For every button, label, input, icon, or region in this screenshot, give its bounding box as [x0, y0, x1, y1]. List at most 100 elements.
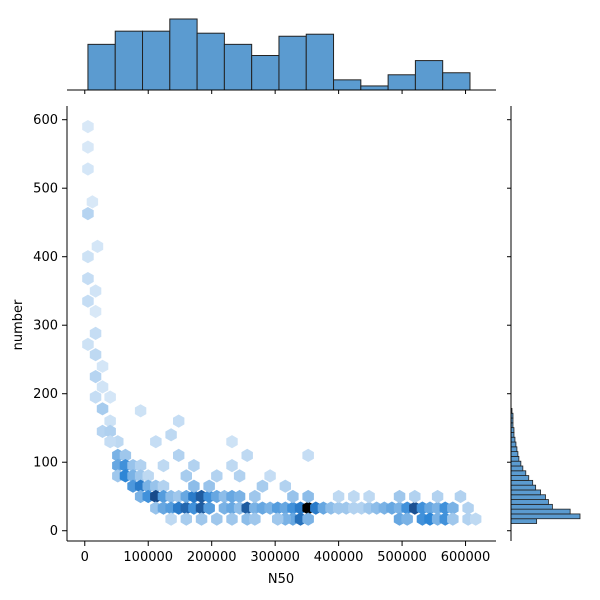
hexbin: [332, 489, 345, 504]
top-hist-bar: [251, 55, 280, 91]
hexbin: [249, 489, 261, 504]
hexbin: [173, 448, 185, 462]
hexbin: [279, 479, 291, 493]
hexbin: [89, 304, 102, 319]
hexbin: [165, 512, 177, 526]
hexbin: [180, 512, 192, 526]
top-histogram: [67, 18, 496, 94]
right-histogram: [507, 106, 581, 541]
hexbin: [119, 448, 132, 462]
hexbin: [348, 489, 360, 504]
right-hist-bar: [510, 508, 571, 515]
hexbin: [82, 140, 94, 154]
top-hist-bar: [223, 43, 253, 91]
hexbin: [363, 489, 375, 504]
right-hist-bar: [510, 441, 517, 448]
hexbin: [89, 348, 102, 362]
hexbin: [173, 414, 185, 428]
hexbin: [96, 402, 109, 416]
right-hist-bar: [510, 470, 527, 476]
right-hist-bar: [510, 475, 530, 481]
hexbin: [233, 469, 246, 483]
hexbin: [82, 162, 94, 176]
hexbin: [104, 414, 116, 428]
hexbin: [249, 512, 261, 526]
right-hist-bar: [510, 499, 549, 505]
hexbin: [157, 459, 170, 473]
hexbin: [302, 448, 314, 462]
top-hist-bar: [169, 18, 198, 91]
right-hist-bar: [510, 460, 522, 467]
right-hist-bar: [510, 513, 581, 520]
hexbin: [302, 512, 314, 526]
top-hist-bar: [442, 72, 471, 91]
y-tick-label: 100: [33, 456, 58, 471]
top-hist-bar: [114, 30, 144, 91]
hexbin: [89, 326, 102, 340]
y-tick-label: 400: [33, 250, 58, 265]
hexbin: [447, 512, 459, 526]
hexbin: [96, 359, 109, 373]
hexbin: [211, 469, 223, 483]
hexbin: [89, 370, 102, 384]
hexbin: [188, 479, 200, 493]
hexbin: [134, 404, 147, 418]
right-hist-bar: [510, 465, 524, 472]
hexbin: [454, 489, 467, 504]
hexbin: [142, 469, 154, 483]
hexbin: [82, 337, 94, 351]
hexbin: [256, 479, 269, 493]
hexbin: [89, 390, 102, 404]
hexbin: [157, 479, 170, 493]
right-hist-bar: [510, 484, 537, 491]
hexbin: [226, 512, 238, 526]
right-hist-bar: [510, 489, 541, 496]
y-tick-label: 200: [33, 387, 58, 402]
x-tick-label: 500000: [377, 550, 427, 565]
hexbin: [302, 489, 314, 504]
x-tick-label: 200000: [187, 550, 237, 565]
right-hist-bar: [510, 451, 519, 457]
hexbin: [264, 469, 276, 483]
y-axis-label: number: [11, 299, 26, 350]
hexbin-plot: [82, 120, 482, 526]
hexbin: [134, 459, 147, 473]
x-tick-label: 600000: [441, 550, 491, 565]
hexbin: [82, 294, 94, 308]
y-tick-label: 600: [33, 113, 58, 128]
x-tick-label: 400000: [314, 550, 364, 565]
x-tick-label: 100000: [123, 550, 173, 565]
hexbin: [82, 120, 94, 134]
right-hist-bar: [510, 455, 520, 462]
hexbin: [104, 435, 116, 449]
top-hist-bar: [305, 33, 335, 91]
top-hist-bar: [142, 30, 171, 91]
hexbin: [401, 512, 413, 526]
hexbin: [393, 489, 406, 504]
hexbin: [272, 512, 284, 526]
hexbin: [233, 489, 246, 504]
hexbin: [409, 489, 421, 504]
top-hist-bar: [333, 79, 362, 91]
hexbin: [203, 479, 215, 493]
y-tick-label: 300: [33, 319, 58, 334]
hexbin: [150, 435, 162, 449]
top-hist-bar: [360, 85, 389, 91]
hexbin: [226, 459, 238, 473]
hexbin: [82, 250, 94, 264]
top-hist-bar: [414, 60, 444, 91]
right-hist-bar: [510, 494, 546, 500]
hexbin: [287, 489, 299, 504]
hexbin: [165, 428, 177, 442]
hexbin: [180, 469, 192, 483]
hexbin: [104, 424, 116, 438]
hexbin: [431, 489, 444, 504]
hexbin: [462, 501, 474, 515]
hexbin: [96, 380, 109, 394]
x-tick-label: 0: [81, 550, 89, 565]
top-hist-bar: [278, 35, 307, 91]
top-hist-bar: [387, 74, 416, 91]
x-axis-label: N50: [268, 572, 294, 587]
hexbin: [226, 435, 238, 449]
